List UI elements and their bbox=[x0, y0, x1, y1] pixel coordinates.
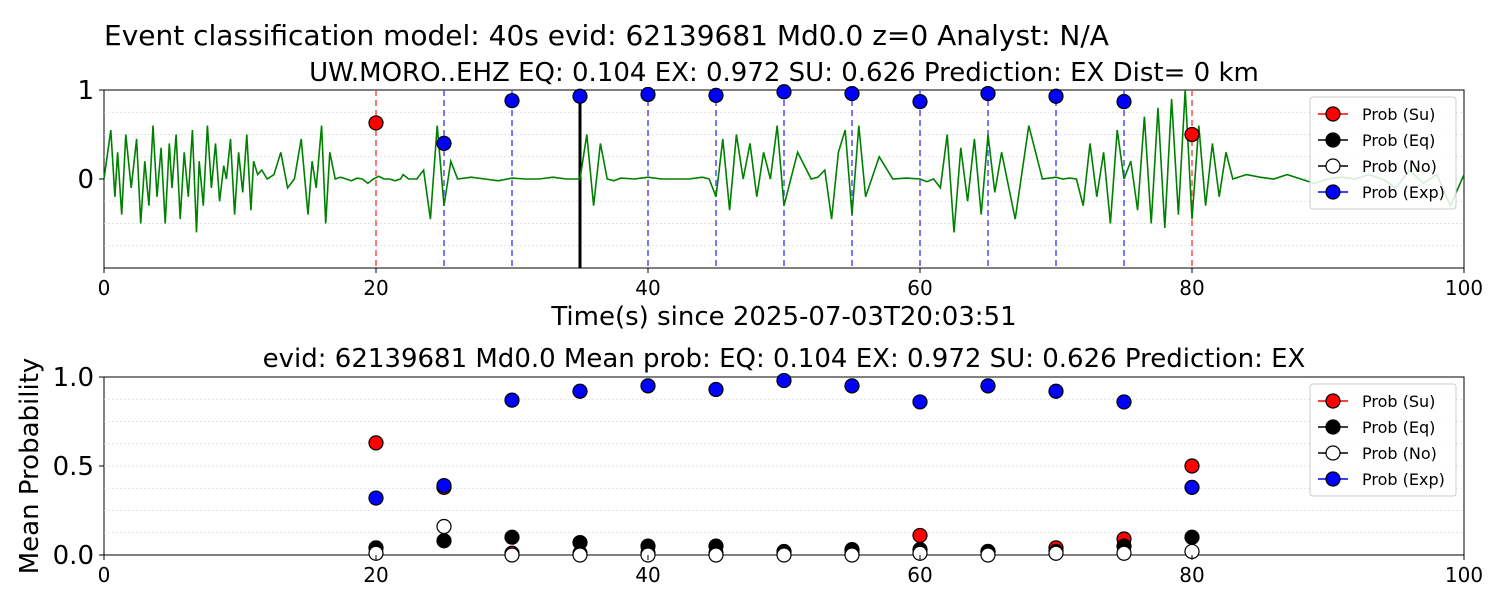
point-no bbox=[1116, 545, 1132, 561]
point-no bbox=[980, 547, 996, 563]
legend-marker bbox=[1325, 393, 1341, 409]
x-tick-label: 0 bbox=[98, 563, 111, 587]
x-tick-label: 40 bbox=[635, 276, 660, 300]
legend-marker bbox=[1325, 419, 1341, 435]
x-tick-label: 80 bbox=[1179, 276, 1204, 300]
y-tick-label: 1 bbox=[77, 76, 94, 106]
window-probability-marker bbox=[912, 93, 928, 110]
window-probability-markers bbox=[368, 84, 1200, 151]
legend-marker bbox=[1325, 471, 1341, 487]
point-no bbox=[436, 518, 452, 535]
probability-y-ticks: 0.0 0.5 1.0 bbox=[53, 363, 104, 571]
point-exp bbox=[708, 381, 724, 398]
legend-label: Prob (No) bbox=[1362, 157, 1437, 176]
window-probability-marker bbox=[844, 85, 860, 102]
waveform-y-ticks: 10 bbox=[77, 76, 104, 195]
window-probability-marker bbox=[708, 87, 724, 103]
point-exp bbox=[572, 383, 588, 399]
legend-marker bbox=[1325, 132, 1341, 148]
point-exp bbox=[844, 378, 860, 394]
point-exp bbox=[912, 394, 928, 410]
window-probability-marker bbox=[640, 86, 656, 103]
legend-label: Prob (Su) bbox=[1362, 392, 1435, 411]
window-probability-marker bbox=[572, 88, 588, 104]
point-exp bbox=[1048, 383, 1064, 399]
probability-y-axis-label: Mean Probability bbox=[15, 358, 45, 575]
x-tick-label: 60 bbox=[907, 276, 932, 300]
legend-label: Prob (Eq) bbox=[1362, 418, 1435, 437]
probability-points bbox=[368, 372, 1200, 563]
probability-panel-title: evid: 62139681 Md0.0 Mean prob: EQ: 0.10… bbox=[263, 344, 1306, 374]
window-probability-marker bbox=[776, 84, 792, 100]
legend-frame bbox=[1309, 383, 1457, 497]
point-exp bbox=[1184, 479, 1200, 495]
point-exp bbox=[1116, 394, 1132, 410]
waveform-line bbox=[103, 89, 1465, 233]
legend-marker bbox=[1325, 184, 1341, 200]
point-no bbox=[504, 547, 520, 563]
window-probability-marker bbox=[1048, 88, 1064, 104]
window-probability-marker bbox=[504, 93, 520, 109]
probability-panel: evid: 62139681 Md0.0 Mean prob: EQ: 0.10… bbox=[15, 344, 1483, 587]
x-tick-label: 20 bbox=[363, 563, 388, 587]
point-no bbox=[572, 547, 588, 563]
point-exp bbox=[980, 378, 996, 394]
probability-legend: Prob (Su) Prob (Eq) Prob (No) Prob (Exp) bbox=[1309, 383, 1457, 497]
waveform-trace bbox=[103, 89, 1465, 233]
legend-marker bbox=[1325, 158, 1341, 174]
point-exp bbox=[368, 490, 384, 506]
point-no bbox=[708, 547, 724, 563]
legend-marker bbox=[1325, 106, 1341, 122]
waveform-x-ticks: 0 20 40 60 80 100 bbox=[98, 268, 1483, 300]
window-probability-marker bbox=[980, 85, 996, 102]
point-su bbox=[912, 527, 928, 544]
x-tick-label: 100 bbox=[1445, 563, 1483, 587]
point-no bbox=[844, 547, 860, 563]
y-tick-label: 0.0 bbox=[53, 541, 94, 571]
figure-suptitle: Event classification model: 40s evid: 62… bbox=[104, 19, 1109, 52]
point-no bbox=[1048, 545, 1064, 561]
legend-frame bbox=[1309, 96, 1457, 210]
x-tick-label: 20 bbox=[363, 276, 388, 300]
legend-label: Prob (Exp) bbox=[1362, 183, 1445, 202]
y-tick-label: 0 bbox=[77, 165, 94, 195]
point-exp bbox=[436, 477, 452, 494]
window-probability-marker bbox=[368, 115, 384, 131]
point-exp bbox=[776, 372, 792, 389]
probability-x-ticks: 0 20 40 60 80 100 bbox=[98, 555, 1483, 587]
waveform-legend: Prob (Su) Prob (Eq) Prob (No) Prob (Exp) bbox=[1309, 96, 1457, 210]
window-probability-marker bbox=[1116, 93, 1132, 110]
x-tick-label: 80 bbox=[1179, 563, 1204, 587]
window-probability-marker bbox=[436, 135, 452, 151]
point-su bbox=[368, 435, 384, 451]
point-exp bbox=[504, 392, 520, 408]
waveform-x-axis-label: Time(s) since 2025-07-03T20:03:51 bbox=[550, 302, 1016, 332]
y-tick-label: 1.0 bbox=[53, 363, 94, 393]
x-tick-label: 100 bbox=[1445, 276, 1483, 300]
legend-marker bbox=[1325, 445, 1341, 461]
point-su bbox=[1184, 458, 1200, 474]
point-eq bbox=[1184, 529, 1200, 545]
legend-label: Prob (Eq) bbox=[1362, 131, 1435, 150]
x-tick-label: 60 bbox=[907, 563, 932, 587]
x-tick-label: 0 bbox=[98, 276, 111, 300]
probability-gridlines bbox=[104, 398, 1464, 534]
waveform-panel-title: UW.MORO..EHZ EQ: 0.104 EX: 0.972 SU: 0.6… bbox=[309, 58, 1259, 88]
legend-label: Prob (Exp) bbox=[1362, 470, 1445, 489]
point-eq bbox=[436, 533, 452, 549]
y-tick-label: 0.5 bbox=[53, 452, 94, 482]
point-no bbox=[912, 545, 928, 561]
window-probability-marker bbox=[1184, 126, 1200, 143]
legend-label: Prob (No) bbox=[1362, 444, 1437, 463]
point-no bbox=[776, 547, 792, 563]
x-tick-label: 40 bbox=[635, 563, 660, 587]
point-eq bbox=[504, 529, 520, 545]
point-no bbox=[368, 545, 384, 561]
waveform-panel: UW.MORO..EHZ EQ: 0.104 EX: 0.972 SU: 0.6… bbox=[77, 58, 1483, 332]
legend-label: Prob (Su) bbox=[1362, 105, 1435, 124]
point-exp bbox=[640, 378, 656, 394]
